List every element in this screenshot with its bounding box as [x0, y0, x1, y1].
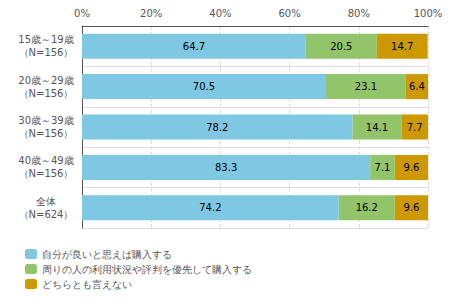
svg-text:16.2: 16.2 — [356, 202, 378, 213]
svg-text:どちらとも言えない: どちらとも言えない — [42, 279, 132, 290]
svg-text:9.6: 9.6 — [403, 162, 419, 173]
svg-text:（N=156）: （N=156） — [19, 88, 74, 99]
svg-text:（N=624）: （N=624） — [19, 209, 74, 220]
svg-text:80%: 80% — [348, 8, 370, 19]
svg-text:9.6: 9.6 — [403, 202, 419, 213]
svg-text:83.3: 83.3 — [215, 162, 237, 173]
svg-text:20%: 20% — [140, 8, 162, 19]
svg-text:6.4: 6.4 — [409, 81, 425, 92]
svg-text:（N=156）: （N=156） — [19, 47, 74, 58]
svg-text:7.7: 7.7 — [407, 122, 423, 133]
svg-text:14.7: 14.7 — [391, 41, 413, 52]
svg-text:60%: 60% — [278, 8, 300, 19]
svg-text:14.1: 14.1 — [366, 122, 388, 133]
svg-text:7.1: 7.1 — [375, 162, 391, 173]
svg-text:74.2: 74.2 — [199, 202, 221, 213]
svg-text:（N=156）: （N=156） — [19, 168, 74, 179]
svg-text:100%: 100% — [414, 8, 443, 19]
svg-text:40歳～49歳: 40歳～49歳 — [18, 155, 73, 166]
svg-text:0%: 0% — [74, 8, 90, 19]
svg-text:30歳～39歳: 30歳～39歳 — [18, 115, 73, 126]
svg-text:23.1: 23.1 — [355, 81, 377, 92]
svg-text:自分が良いと思えば購入する: 自分が良いと思えば購入する — [42, 249, 172, 260]
svg-text:周りの人の利用状況や評判を優先して購入する: 周りの人の利用状況や評判を優先して購入する — [42, 264, 252, 275]
svg-text:20歳～29歳: 20歳～29歳 — [18, 75, 73, 86]
svg-text:20.5: 20.5 — [330, 41, 352, 52]
svg-text:全体: 全体 — [36, 196, 56, 207]
svg-text:70.5: 70.5 — [193, 81, 215, 92]
svg-text:（N=156）: （N=156） — [19, 128, 74, 139]
svg-text:40%: 40% — [209, 8, 231, 19]
svg-text:64.7: 64.7 — [183, 41, 205, 52]
svg-text:78.2: 78.2 — [206, 122, 228, 133]
svg-text:15歳～19歳: 15歳～19歳 — [18, 34, 73, 45]
